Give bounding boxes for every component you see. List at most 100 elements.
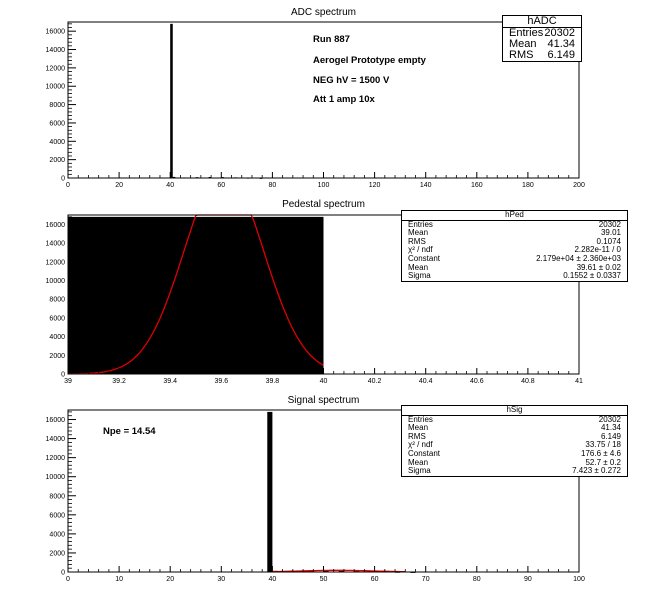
y-tick-label: 8000	[49, 493, 65, 500]
x-tick-label: 41	[575, 378, 583, 385]
y-tick-label: 8000	[49, 102, 65, 109]
y-tick-label: 6000	[49, 315, 65, 322]
stats-value: 6.149	[600, 431, 621, 441]
stats-value: 7.423 ± 0.272	[572, 466, 621, 476]
stats-value: 2.282e-11 / 0	[574, 245, 621, 255]
x-tick-label: 39.6	[214, 378, 228, 385]
x-tick-label: 30	[217, 576, 225, 583]
stats-label: Sigma	[408, 466, 431, 476]
x-tick-label: 39	[64, 378, 72, 385]
y-tick-label: 12000	[46, 65, 66, 72]
y-tick-label: 14000	[46, 436, 66, 443]
stats-label: RMS	[408, 236, 426, 246]
stats-title: hSig	[402, 405, 627, 416]
x-tick-label: 0	[66, 576, 70, 583]
x-tick-label: 120	[369, 182, 381, 189]
stats-value: 33.75 / 18	[585, 440, 621, 450]
stats-value: 20302	[598, 414, 621, 424]
x-tick-label: 100	[318, 182, 330, 189]
x-tick-label: 20	[115, 182, 123, 189]
x-tick-label: 0	[66, 182, 70, 189]
hadc-stats-box: hADC Entries 20302 Mean 41.34 RMS 6.149	[502, 15, 582, 62]
stats-value: 0.1552 ± 0.0337	[563, 271, 621, 281]
x-tick-label: 200	[573, 182, 585, 189]
x-tick-label: 40.6	[470, 378, 484, 385]
x-tick-label: 40.4	[419, 378, 433, 385]
histogram-bar	[68, 216, 324, 374]
stats-label: Constant	[408, 448, 441, 458]
stats-value: 20302	[544, 27, 575, 39]
histogram-bar	[208, 176, 212, 178]
run-annotation: Run 887	[313, 34, 350, 45]
x-tick-label: 40	[320, 378, 328, 385]
x-tick-label: 40	[269, 576, 277, 583]
x-tick-label: 60	[217, 182, 225, 189]
stats-title: hADC	[503, 16, 581, 28]
stats-value: 52.7 ± 0.2	[585, 457, 621, 467]
histogram-bar	[267, 411, 273, 572]
stats-label: χ² / ndf	[408, 440, 433, 450]
y-tick-label: 8000	[49, 297, 65, 304]
stats-value: 39.01	[600, 228, 621, 238]
voltage-annotation: NEG hV = 1500 V	[313, 75, 390, 86]
x-tick-label: 20	[166, 576, 174, 583]
chart-title: Signal spectrum	[288, 395, 360, 406]
x-tick-label: 60	[371, 576, 379, 583]
y-tick-label: 4000	[49, 139, 65, 146]
stats-label: Mean	[408, 228, 429, 238]
fit-curve	[272, 569, 406, 573]
stats-title: hPed	[402, 210, 627, 221]
stats-label: Constant	[408, 253, 441, 263]
stats-label: Sigma	[408, 271, 431, 281]
stats-label: Mean	[408, 423, 429, 433]
stats-value: 41.34	[547, 38, 575, 50]
stats-value: 6.149	[547, 49, 575, 61]
x-tick-label: 10	[115, 576, 123, 583]
histogram-bar	[338, 570, 344, 572]
y-tick-label: 0	[61, 176, 65, 183]
stats-value: 41.34	[600, 423, 621, 433]
hsig-stats-box: hSig Entries 20302 Mean 41.34 RMS 6.149 χ² …	[401, 405, 628, 477]
x-tick-label: 39.8	[266, 378, 280, 385]
stats-label: RMS	[509, 49, 534, 61]
hped-stats-box: hPed Entries 20302 Mean 39.01 RMS 0.1074 χ²…	[401, 210, 628, 282]
x-tick-label: 39.2	[112, 378, 126, 385]
stats-label: Entries	[408, 219, 433, 229]
x-tick-label: 180	[522, 182, 534, 189]
y-tick-label: 12000	[46, 455, 66, 462]
x-tick-label: 140	[420, 182, 432, 189]
x-tick-label: 40.2	[368, 378, 382, 385]
x-tick-label: 160	[471, 182, 483, 189]
chart-title: ADC spectrum	[291, 7, 356, 18]
stats-value: 39.61 ± 0.02	[576, 262, 621, 272]
y-tick-label: 10000	[46, 278, 66, 285]
stats-label: RMS	[408, 431, 426, 441]
y-tick-label: 12000	[46, 259, 66, 266]
y-tick-label: 10000	[46, 474, 66, 481]
x-tick-label: 39.4	[163, 378, 177, 385]
npe-annotation: Npe = 14.54	[103, 426, 156, 437]
y-tick-label: 2000	[49, 353, 65, 360]
y-tick-label: 0	[61, 570, 65, 577]
x-tick-label: 80	[473, 576, 481, 583]
chart-title: Pedestal spectrum	[282, 199, 365, 210]
y-tick-label: 14000	[46, 241, 66, 248]
y-tick-label: 10000	[46, 84, 66, 91]
stats-label: Entries	[509, 27, 544, 39]
y-tick-label: 16000	[46, 222, 66, 229]
attenuation-annotation: Att 1 amp 10x	[313, 94, 375, 105]
stats-label: Entries	[408, 414, 433, 424]
x-tick-label: 40	[166, 182, 174, 189]
y-tick-label: 14000	[46, 47, 66, 54]
x-tick-label: 90	[524, 576, 532, 583]
stats-value: 2.179e+04 ± 2.360e+03	[536, 253, 621, 263]
x-tick-label: 100	[573, 576, 585, 583]
stats-value: 176.6 ± 4.6	[581, 448, 621, 458]
x-tick-label: 40.8	[521, 378, 535, 385]
y-tick-label: 6000	[49, 120, 65, 127]
stats-label: Mean	[408, 262, 429, 272]
x-tick-label: 70	[422, 576, 430, 583]
y-tick-label: 16000	[46, 29, 66, 36]
stats-label: Mean	[509, 38, 537, 50]
